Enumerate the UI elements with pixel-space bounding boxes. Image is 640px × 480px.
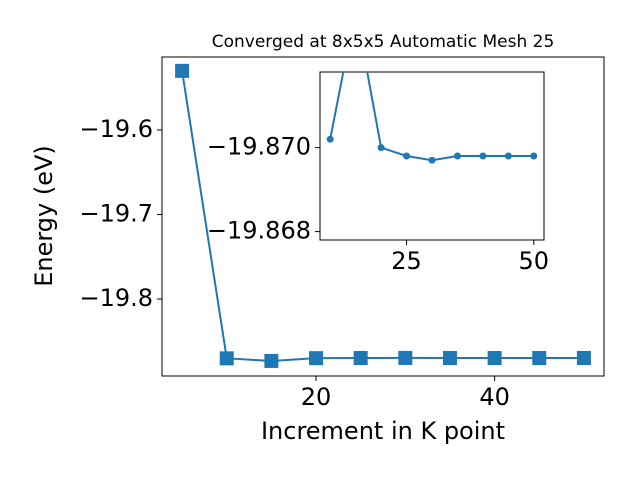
marker — [219, 351, 234, 366]
x-tick-label: 40 — [479, 383, 510, 411]
x-tick-label: 25 — [391, 247, 422, 275]
marker — [398, 350, 413, 365]
y-axis-label: Energy (eV) — [30, 145, 58, 287]
marker — [487, 351, 502, 366]
x-tick-label: 20 — [301, 383, 332, 411]
y-tick-label: −19.6 — [79, 115, 153, 143]
marker — [264, 353, 279, 368]
marker — [326, 135, 334, 143]
marker — [377, 144, 385, 152]
y-tick-label: −19.7 — [79, 200, 153, 228]
plot-area — [326, 72, 538, 164]
marker — [442, 351, 457, 366]
x-tick-label: 50 — [519, 247, 550, 275]
series-line — [181, 70, 584, 362]
marker — [453, 152, 461, 160]
y-tick-label: −19.8 — [79, 284, 153, 312]
plot-area — [175, 63, 591, 368]
marker — [353, 351, 368, 366]
marker — [479, 152, 487, 160]
marker — [530, 152, 538, 160]
marker — [403, 152, 411, 160]
marker — [532, 351, 547, 366]
marker — [576, 351, 591, 366]
marker — [428, 156, 436, 164]
marker — [175, 63, 190, 78]
chart-title: Converged at 8x5x5 Automatic Mesh 25 — [212, 32, 555, 52]
marker — [309, 351, 324, 366]
marker — [504, 152, 512, 160]
y-tick-label: −19.870 — [207, 133, 311, 161]
y-tick-label: −19.868 — [207, 217, 311, 245]
x-axis-label: Increment in K point — [261, 417, 505, 445]
